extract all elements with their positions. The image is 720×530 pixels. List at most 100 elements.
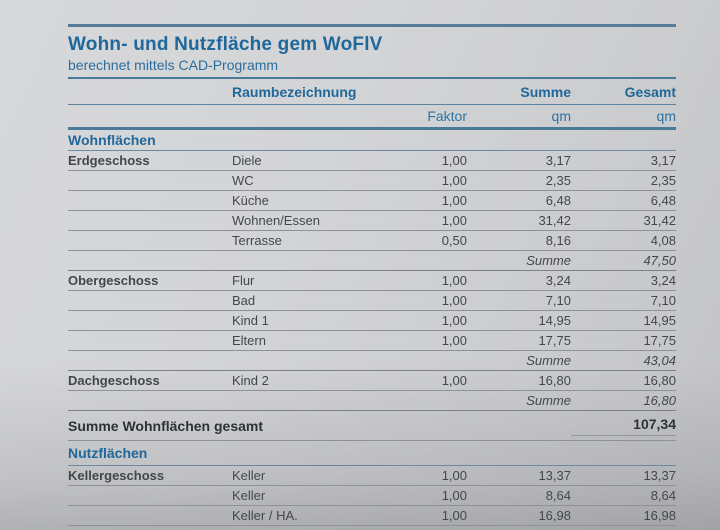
summe-value: 31,42 bbox=[538, 213, 571, 228]
gesamt-value: 2,35 bbox=[650, 173, 676, 188]
gesamt-value: 3,17 bbox=[650, 153, 676, 168]
gesamt-value: 13,37 bbox=[643, 468, 676, 483]
faktor-value: 1,00 bbox=[441, 293, 467, 308]
header-rule bbox=[68, 77, 676, 79]
table-subheader-row: Faktor qm qm bbox=[68, 105, 676, 130]
summe-value: 16,80 bbox=[538, 373, 571, 388]
subtotal-label: Summe bbox=[526, 393, 571, 408]
faktor-value: 1,00 bbox=[441, 508, 467, 523]
room-name: Terrasse bbox=[232, 233, 282, 248]
gesamt-value: 3,24 bbox=[650, 273, 676, 288]
faktor-value: 1,00 bbox=[441, 173, 467, 188]
summe-value: 8,16 bbox=[545, 233, 571, 248]
subtotal-label: Summe bbox=[526, 253, 571, 268]
unit-label-gesamt: qm bbox=[656, 108, 676, 124]
subtotal-value: 47,50 bbox=[643, 253, 676, 268]
subtotal-row: Summe 16,80 bbox=[68, 391, 676, 411]
top-rule bbox=[68, 24, 676, 27]
room-name: Küche bbox=[232, 193, 269, 208]
gesamt-value: 14,95 bbox=[643, 313, 676, 328]
faktor-value: 1,00 bbox=[441, 213, 467, 228]
room-name: Keller bbox=[232, 468, 266, 483]
gesamt-value: 31,42 bbox=[643, 213, 676, 228]
summe-value: 14,95 bbox=[538, 313, 571, 328]
table-row: Wohnen/Essen 1,00 31,42 31,42 bbox=[68, 211, 676, 231]
column-header-faktor: Faktor bbox=[427, 108, 467, 124]
room-name: Kind 2 bbox=[232, 373, 269, 388]
summe-value: 3,17 bbox=[545, 153, 571, 168]
floor-label: Dachgeschoss bbox=[68, 373, 160, 388]
total-value: 107,34 bbox=[633, 415, 676, 432]
faktor-value: 1,00 bbox=[441, 193, 467, 208]
table-row: Terrasse 0,50 8,16 4,08 bbox=[68, 231, 676, 251]
table-row: Bad 1,00 7,10 7,10 bbox=[68, 291, 676, 311]
table-row: Obergeschoss Flur 1,00 3,24 3,24 bbox=[68, 271, 676, 291]
page-subtitle: berechnet mittels CAD-Programm bbox=[68, 57, 279, 73]
table-row: Kind 1 1,00 14,95 14,95 bbox=[68, 311, 676, 331]
gesamt-value: 7,10 bbox=[650, 293, 676, 308]
faktor-value: 1,00 bbox=[441, 488, 467, 503]
section-label: Nutzflächen bbox=[68, 445, 148, 461]
section-header-wohnflaechen: Wohnflächen bbox=[68, 130, 676, 151]
subtotal-row: Summe 43,04 bbox=[68, 351, 676, 371]
summe-value: 13,37 bbox=[538, 468, 571, 483]
room-name: Keller bbox=[232, 488, 266, 503]
grand-total-row: Summe Wohnflächen gesamt 107,34 bbox=[68, 411, 676, 441]
summe-value: 16,98 bbox=[538, 508, 571, 523]
table-header-row: Raumbezeichnung Summe Gesamt bbox=[68, 79, 676, 105]
table-row: Erdgeschoss Diele 1,00 3,17 3,17 bbox=[68, 151, 676, 171]
document-content: Wohn- und Nutzfläche gem WoFlV berechnet… bbox=[68, 24, 676, 526]
summe-value: 2,35 bbox=[545, 173, 571, 188]
subtotal-label: Summe bbox=[526, 353, 571, 368]
unit-label-summe: qm bbox=[551, 108, 571, 124]
gesamt-value: 8,64 bbox=[650, 488, 676, 503]
table-row: Keller 1,00 8,64 8,64 bbox=[68, 486, 676, 506]
room-name: Flur bbox=[232, 273, 255, 288]
floor-label: Kellergeschoss bbox=[68, 468, 165, 483]
room-name: Keller / HA. bbox=[232, 508, 298, 523]
subtotal-row: Summe 47,50 bbox=[68, 251, 676, 271]
summe-value: 6,48 bbox=[545, 193, 571, 208]
room-name: Diele bbox=[232, 153, 262, 168]
subtotal-value: 16,80 bbox=[643, 393, 676, 408]
total-value-underline: 107,34 bbox=[571, 416, 676, 436]
gesamt-value: 6,48 bbox=[650, 193, 676, 208]
column-header-gesamt: Gesamt bbox=[624, 83, 676, 100]
table-row: Keller / HA. 1,00 16,98 16,98 bbox=[68, 506, 676, 526]
section-header-nutzflaechen: Nutzflächen bbox=[68, 441, 676, 466]
faktor-value: 1,00 bbox=[441, 313, 467, 328]
summe-value: 17,75 bbox=[538, 333, 571, 348]
floor-label: Obergeschoss bbox=[68, 273, 159, 288]
table-row: WC 1,00 2,35 2,35 bbox=[68, 171, 676, 191]
table-row: Eltern 1,00 17,75 17,75 bbox=[68, 331, 676, 351]
summe-value: 8,64 bbox=[545, 488, 571, 503]
section-label: Wohnflächen bbox=[68, 132, 156, 148]
subtotal-value: 43,04 bbox=[643, 353, 676, 368]
gesamt-value: 16,80 bbox=[643, 373, 676, 388]
gesamt-value: 17,75 bbox=[643, 333, 676, 348]
gesamt-value: 4,08 bbox=[650, 233, 676, 248]
faktor-value: 0,50 bbox=[441, 233, 467, 248]
column-header-summe: Summe bbox=[520, 83, 571, 100]
room-name: Eltern bbox=[232, 333, 266, 348]
table-row: Dachgeschoss Kind 2 1,00 16,80 16,80 bbox=[68, 371, 676, 391]
page-title: Wohn- und Nutzfläche gem WoFlV bbox=[68, 34, 383, 55]
faktor-value: 1,00 bbox=[441, 468, 467, 483]
summe-value: 7,10 bbox=[545, 293, 571, 308]
summe-value: 3,24 bbox=[545, 273, 571, 288]
room-name: Wohnen/Essen bbox=[232, 213, 320, 228]
gesamt-value: 16,98 bbox=[643, 508, 676, 523]
table-row: Kellergeschoss Keller 1,00 13,37 13,37 bbox=[68, 466, 676, 486]
room-name: Bad bbox=[232, 293, 256, 308]
room-name: WC bbox=[232, 173, 254, 188]
faktor-value: 1,00 bbox=[441, 273, 467, 288]
floor-label: Erdgeschoss bbox=[68, 153, 150, 168]
table-row: Küche 1,00 6,48 6,48 bbox=[68, 191, 676, 211]
column-header-room: Raumbezeichnung bbox=[232, 83, 357, 100]
total-label: Summe Wohnflächen gesamt bbox=[68, 417, 264, 434]
faktor-value: 1,00 bbox=[441, 153, 467, 168]
faktor-value: 1,00 bbox=[441, 333, 467, 348]
room-name: Kind 1 bbox=[232, 313, 269, 328]
faktor-value: 1,00 bbox=[441, 373, 467, 388]
